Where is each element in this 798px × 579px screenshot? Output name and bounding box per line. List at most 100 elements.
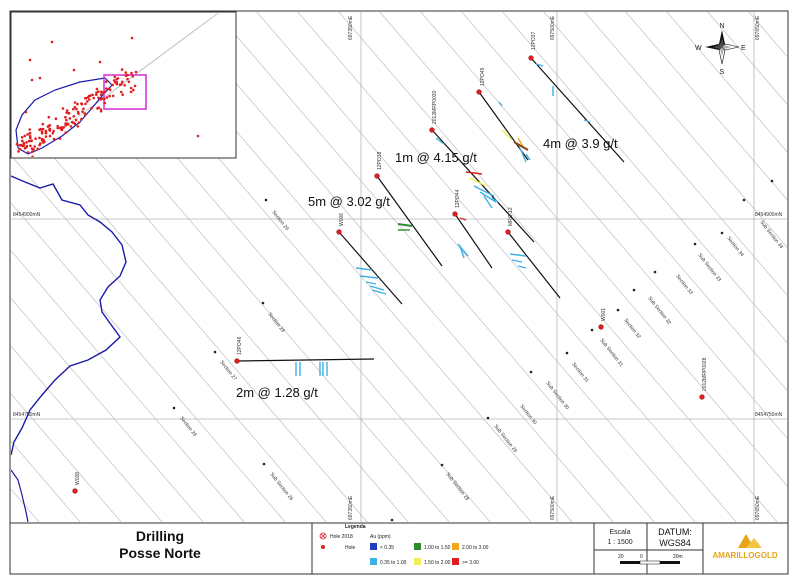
inset-hole-dot xyxy=(84,102,87,106)
inset-hole-dot xyxy=(26,151,30,154)
section-line xyxy=(502,12,787,344)
inset-hole-dot xyxy=(69,125,73,128)
inset-hole-dot xyxy=(120,90,123,94)
inset-hole-dot xyxy=(112,79,116,82)
inset-hole-dot xyxy=(99,110,103,113)
inset-hole-dot xyxy=(133,84,137,88)
inset-hole-dot xyxy=(28,58,32,62)
inset-hole-dot xyxy=(104,80,108,83)
inset-hole-dot xyxy=(115,82,119,86)
inset-hole-dot xyxy=(20,136,24,139)
section-line xyxy=(584,12,787,248)
compass-west: W xyxy=(695,45,702,52)
inset-hole-dot xyxy=(33,145,36,148)
inset-hole-dot xyxy=(24,110,28,114)
inset-hole-dot xyxy=(22,141,26,145)
intercept-annotations: 4m @ 3.9 g/t 1m @ 4.15 g/t 5m @ 3.02 g/t… xyxy=(236,136,618,400)
inset-hole-dot xyxy=(130,36,134,40)
legend-swatch xyxy=(452,558,459,565)
inset-hole-dot xyxy=(90,106,93,110)
inset-hole-dot xyxy=(46,125,50,128)
inset-hole-dot xyxy=(61,107,65,110)
inset-hole-dot xyxy=(18,147,22,151)
inset-map xyxy=(10,11,237,159)
inset-hole-dot xyxy=(65,118,68,122)
inset-hole-dot xyxy=(123,84,126,87)
inset-hole-dot xyxy=(75,107,78,111)
inset-hole-dot xyxy=(44,135,48,138)
inset-hole-dot xyxy=(48,129,52,132)
inset-hole-dot xyxy=(129,86,133,90)
section-line xyxy=(11,393,122,522)
hole-label: 12PO38 xyxy=(377,151,383,170)
inset-hole-dot xyxy=(21,139,24,143)
inset-hole-dot xyxy=(65,109,69,112)
inset-hole-dot xyxy=(39,127,43,131)
inset-hole-dot xyxy=(43,140,46,144)
inset-hole-dot xyxy=(82,107,85,111)
inset-hole-dot xyxy=(98,60,102,64)
scale-tick: 20m xyxy=(673,554,683,560)
inset-hole-dot xyxy=(103,90,107,93)
legend-hole-icon xyxy=(321,545,325,549)
inset-hole-dot xyxy=(134,70,138,74)
compass-east: E xyxy=(741,45,746,52)
section-line xyxy=(789,11,798,523)
grid-label-left: 8454750mN xyxy=(13,412,41,418)
inset-hole-dot xyxy=(97,106,100,109)
river-outline xyxy=(11,175,127,456)
inset-section-line xyxy=(196,13,219,29)
inset-hole-dot xyxy=(36,147,39,151)
inset-hole-dot xyxy=(38,143,41,147)
svg-text:AMARILLOGOLD: AMARILLOGOLD xyxy=(712,551,778,560)
footer-panel: Drilling Posse Norte Legenda Hole 2018 H… xyxy=(9,522,789,575)
grid-label-top: 697350mE xyxy=(348,15,354,40)
legend-hole: Hole xyxy=(345,545,356,551)
section-line xyxy=(625,12,787,201)
inset-hole-dot xyxy=(100,90,103,94)
section-markers xyxy=(172,179,774,522)
legend-hole2018: Hole 2018 xyxy=(330,534,353,540)
inset-hole-dot xyxy=(126,77,129,81)
inset-hole-dot xyxy=(38,136,41,140)
legend-swatch xyxy=(414,558,421,565)
inset-hole-dot xyxy=(30,78,34,82)
section-line xyxy=(379,12,787,487)
inset-hole-dot xyxy=(72,115,76,118)
hole-label: 12PO46 xyxy=(237,336,243,355)
inset-hole-dot xyxy=(28,128,32,131)
compass-south: S xyxy=(720,69,725,76)
section-line xyxy=(461,12,787,391)
legend-swatch xyxy=(370,543,377,550)
inset-hole-dot xyxy=(84,113,87,117)
intercept-label: 5m @ 3.02 g/t xyxy=(308,194,390,209)
grid-label-right: 8454900mN xyxy=(755,212,783,218)
inset-hole-dot xyxy=(65,122,69,125)
inset-hole-dot xyxy=(32,148,35,151)
hole-labels: 12PO37 12PO45 2012MRP0030 12PO38 12PO44 … xyxy=(75,31,708,485)
inset-hole-dot xyxy=(40,131,44,135)
section-line xyxy=(174,12,614,522)
inset-hole-dot xyxy=(27,139,31,143)
inset-hole-dot xyxy=(65,111,68,114)
inset-hole-dot xyxy=(132,88,135,92)
inset-hole-dot xyxy=(113,75,117,79)
inset-hole-dot xyxy=(92,96,95,100)
section-line xyxy=(707,12,787,105)
inset-hole-dot xyxy=(107,87,111,91)
inset-hole-dot xyxy=(103,97,106,101)
inset-hole-dot xyxy=(58,137,62,140)
inset-hole-dot xyxy=(104,87,108,90)
compass-rose: N S E W xyxy=(695,23,746,76)
hole-collars xyxy=(72,55,705,494)
inset-hole-dot xyxy=(76,125,80,128)
escala-label: Escala xyxy=(609,529,630,536)
hole-label: W006 xyxy=(339,213,345,226)
legend-class: 1.00 to 1.50 xyxy=(424,545,451,551)
inset-hole-dot xyxy=(48,124,52,127)
coordinate-grid xyxy=(11,12,787,522)
inset-hole-dot xyxy=(47,115,51,119)
section-line xyxy=(420,12,787,439)
inset-hole-dot xyxy=(29,144,32,148)
inset-hole-dot xyxy=(124,71,128,74)
